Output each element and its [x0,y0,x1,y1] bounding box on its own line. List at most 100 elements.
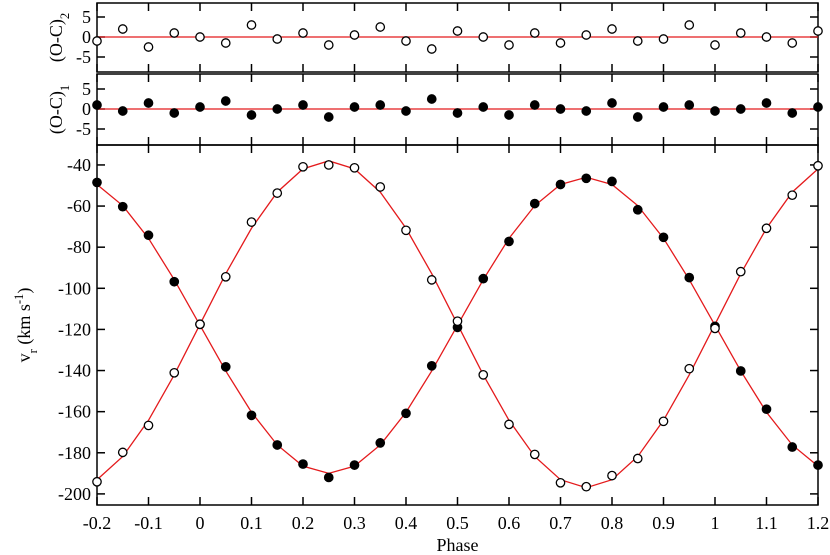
filled-point [195,102,205,112]
open-point [478,370,489,380]
y-tick-label: 5 [82,7,91,27]
y-axis-label-part: v [14,353,34,362]
x-tick-label: 0.9 [652,513,675,533]
open-point [581,30,592,40]
open-point [426,44,437,54]
open-point [349,30,360,40]
filled-point [220,96,231,106]
open-point [298,28,308,38]
filled-point [298,459,308,469]
filled-point [710,106,720,116]
filled-point [632,204,643,215]
filled-point [272,104,283,114]
x-tick-label: 0.8 [601,513,624,533]
filled-point [658,102,669,112]
filled-point [117,201,128,212]
filled-point [529,100,540,110]
open-point [143,420,154,431]
y-tick-label: 0 [82,27,91,47]
open-point [504,40,514,50]
filled-point [478,102,489,112]
filled-point [735,104,746,114]
open-point [813,26,823,36]
filled-point [787,442,798,452]
x-tick-label: 0.4 [395,513,418,533]
filled-point [169,276,180,287]
y-tick-label: -180 [58,443,91,463]
open-point [658,34,669,44]
open-point [195,32,205,42]
y-tick-label: -120 [58,319,91,339]
filled-point [349,102,360,112]
open-point [710,40,720,50]
open-point [272,34,283,44]
x-tick-label: 1 [711,513,720,533]
x-tick-label: 0 [196,513,205,533]
open-point [169,28,180,38]
open-point [349,162,360,173]
y-axis-label-part: r [26,348,40,353]
filled-point [220,361,231,372]
filled-point [401,106,411,116]
filled-point [581,106,592,116]
filled-point [504,110,514,120]
open-point [684,20,695,30]
filled-point [555,179,566,190]
open-point [220,271,231,282]
y-axis-label: (O-C)1 [46,85,72,134]
y-tick-label: -140 [58,361,91,381]
filled-point [761,98,772,108]
open-point [555,38,566,48]
filled-point [117,106,128,116]
open-point [581,481,592,492]
open-point [169,367,180,378]
y-tick-label: -5 [76,47,91,67]
x-tick-label: -0.1 [134,513,163,533]
filled-point [632,112,643,122]
y-axis-label-part: -1 [12,294,26,305]
y-axis-label-part: ) [14,288,35,294]
open-point [607,24,617,34]
y-tick-label: 5 [82,79,91,99]
open-point [658,416,669,427]
open-point [504,419,514,430]
filled-point [761,404,772,415]
filled-point [478,273,489,284]
open-point [761,223,772,234]
open-point [787,38,798,48]
open-point [426,275,437,285]
y-tick-label: -160 [58,402,91,422]
filled-point [813,102,823,112]
y-tick-label: -200 [58,484,91,504]
filled-point [452,108,463,118]
open-point [529,449,540,460]
x-axis-label: Phase [437,535,479,555]
filled-point [92,100,102,110]
filled-point [246,410,257,421]
open-point [246,217,257,227]
open-point [632,36,643,46]
open-point [92,476,102,487]
y-axis-label: (O-C)2 [46,13,72,62]
open-point [710,323,720,334]
x-tick-label: 0.5 [446,513,469,533]
y-tick-label: -100 [58,278,91,298]
open-point [323,40,334,50]
x-tick-label: 0.3 [343,513,366,533]
open-point [375,22,386,32]
open-point [555,477,566,488]
filled-point [684,272,695,283]
filled-point [735,366,746,376]
filled-point [92,177,102,188]
open-point [632,453,643,464]
open-point [401,36,411,46]
filled-point [504,236,514,247]
filled-point [581,173,592,184]
open-point [220,38,231,48]
x-tick-label: 0.2 [292,513,315,533]
open-point [452,26,463,36]
y-tick-label: 0 [82,99,91,119]
open-point [117,24,128,34]
filled-point [813,460,823,470]
